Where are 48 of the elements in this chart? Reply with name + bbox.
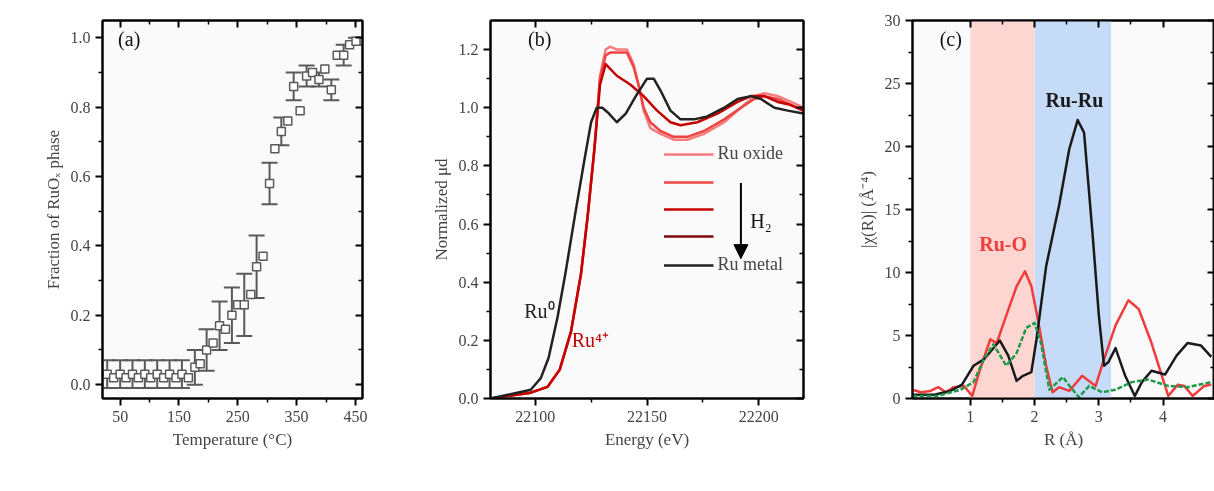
y-tick-label: 10: [884, 264, 901, 281]
x-tick-label: 1: [966, 407, 975, 425]
x-tick-label: 450: [343, 407, 368, 425]
x-tick-label: 350: [284, 407, 309, 425]
x-tick-label: 22150: [627, 407, 667, 425]
x-tick-label: 2: [1030, 407, 1039, 425]
y-tick-label: 30: [884, 12, 901, 29]
y-tick-label: 5: [892, 327, 901, 344]
legend-label: Ru oxide: [717, 143, 783, 164]
y-tick-label: 0.8: [70, 98, 91, 116]
x-tick-label: 3: [1094, 407, 1103, 425]
y-tick-label: 1.2: [458, 41, 479, 59]
y-tick-label: 0: [892, 390, 901, 407]
x-axis-title: R (Å): [1043, 429, 1084, 449]
y-tick-label: 0.6: [458, 215, 479, 233]
y-axis-title: Normalized μd: [431, 157, 451, 261]
annotation: (b): [528, 28, 552, 52]
y-tick-label: 0.4: [70, 237, 91, 255]
y-tick-label: 0.0: [458, 390, 479, 407]
legend-label: Ru metal: [717, 254, 783, 275]
y-tick-label: 20: [884, 138, 901, 155]
x-tick-label: 250: [225, 407, 250, 425]
y-tick-label: 25: [884, 75, 901, 92]
x-tick-label: 22100: [515, 407, 556, 425]
y-tick-label: 15: [884, 201, 901, 218]
annotation: Ru-O: [979, 232, 1028, 255]
y-axis-title: |χ(R)| (Å⁻⁴): [857, 171, 877, 248]
y-tick-label: 0.6: [70, 168, 91, 186]
x-tick-label: 4: [1159, 407, 1168, 425]
y-tick-label: 0.0: [70, 376, 91, 394]
y-tick-label: 1.0: [458, 99, 479, 117]
y-tick-label: 1.0: [70, 29, 91, 47]
x-axis-title: Temperature (°C): [172, 429, 293, 449]
y-axis-title: Fraction of RuOₓ phase: [43, 129, 63, 290]
y-tick-label: 0.4: [458, 273, 479, 291]
x-tick-label: 50: [112, 407, 129, 425]
x-axis-title: Energy (eV): [604, 429, 690, 449]
annotation: H₂: [750, 209, 772, 232]
annotation: Ru⁰: [524, 300, 555, 323]
annotation: (a): [118, 28, 141, 52]
y-tick-label: 0.2: [458, 331, 479, 349]
x-tick-label: 22200: [738, 407, 779, 425]
y-tick-label: 0.2: [70, 306, 91, 324]
x-tick-label: 150: [166, 407, 191, 425]
annotation: Ru-Ru: [1045, 88, 1104, 111]
annotation: Ru⁴⁺: [571, 329, 610, 352]
y-tick-label: 0.8: [458, 157, 479, 175]
annotation: (c): [939, 28, 962, 52]
